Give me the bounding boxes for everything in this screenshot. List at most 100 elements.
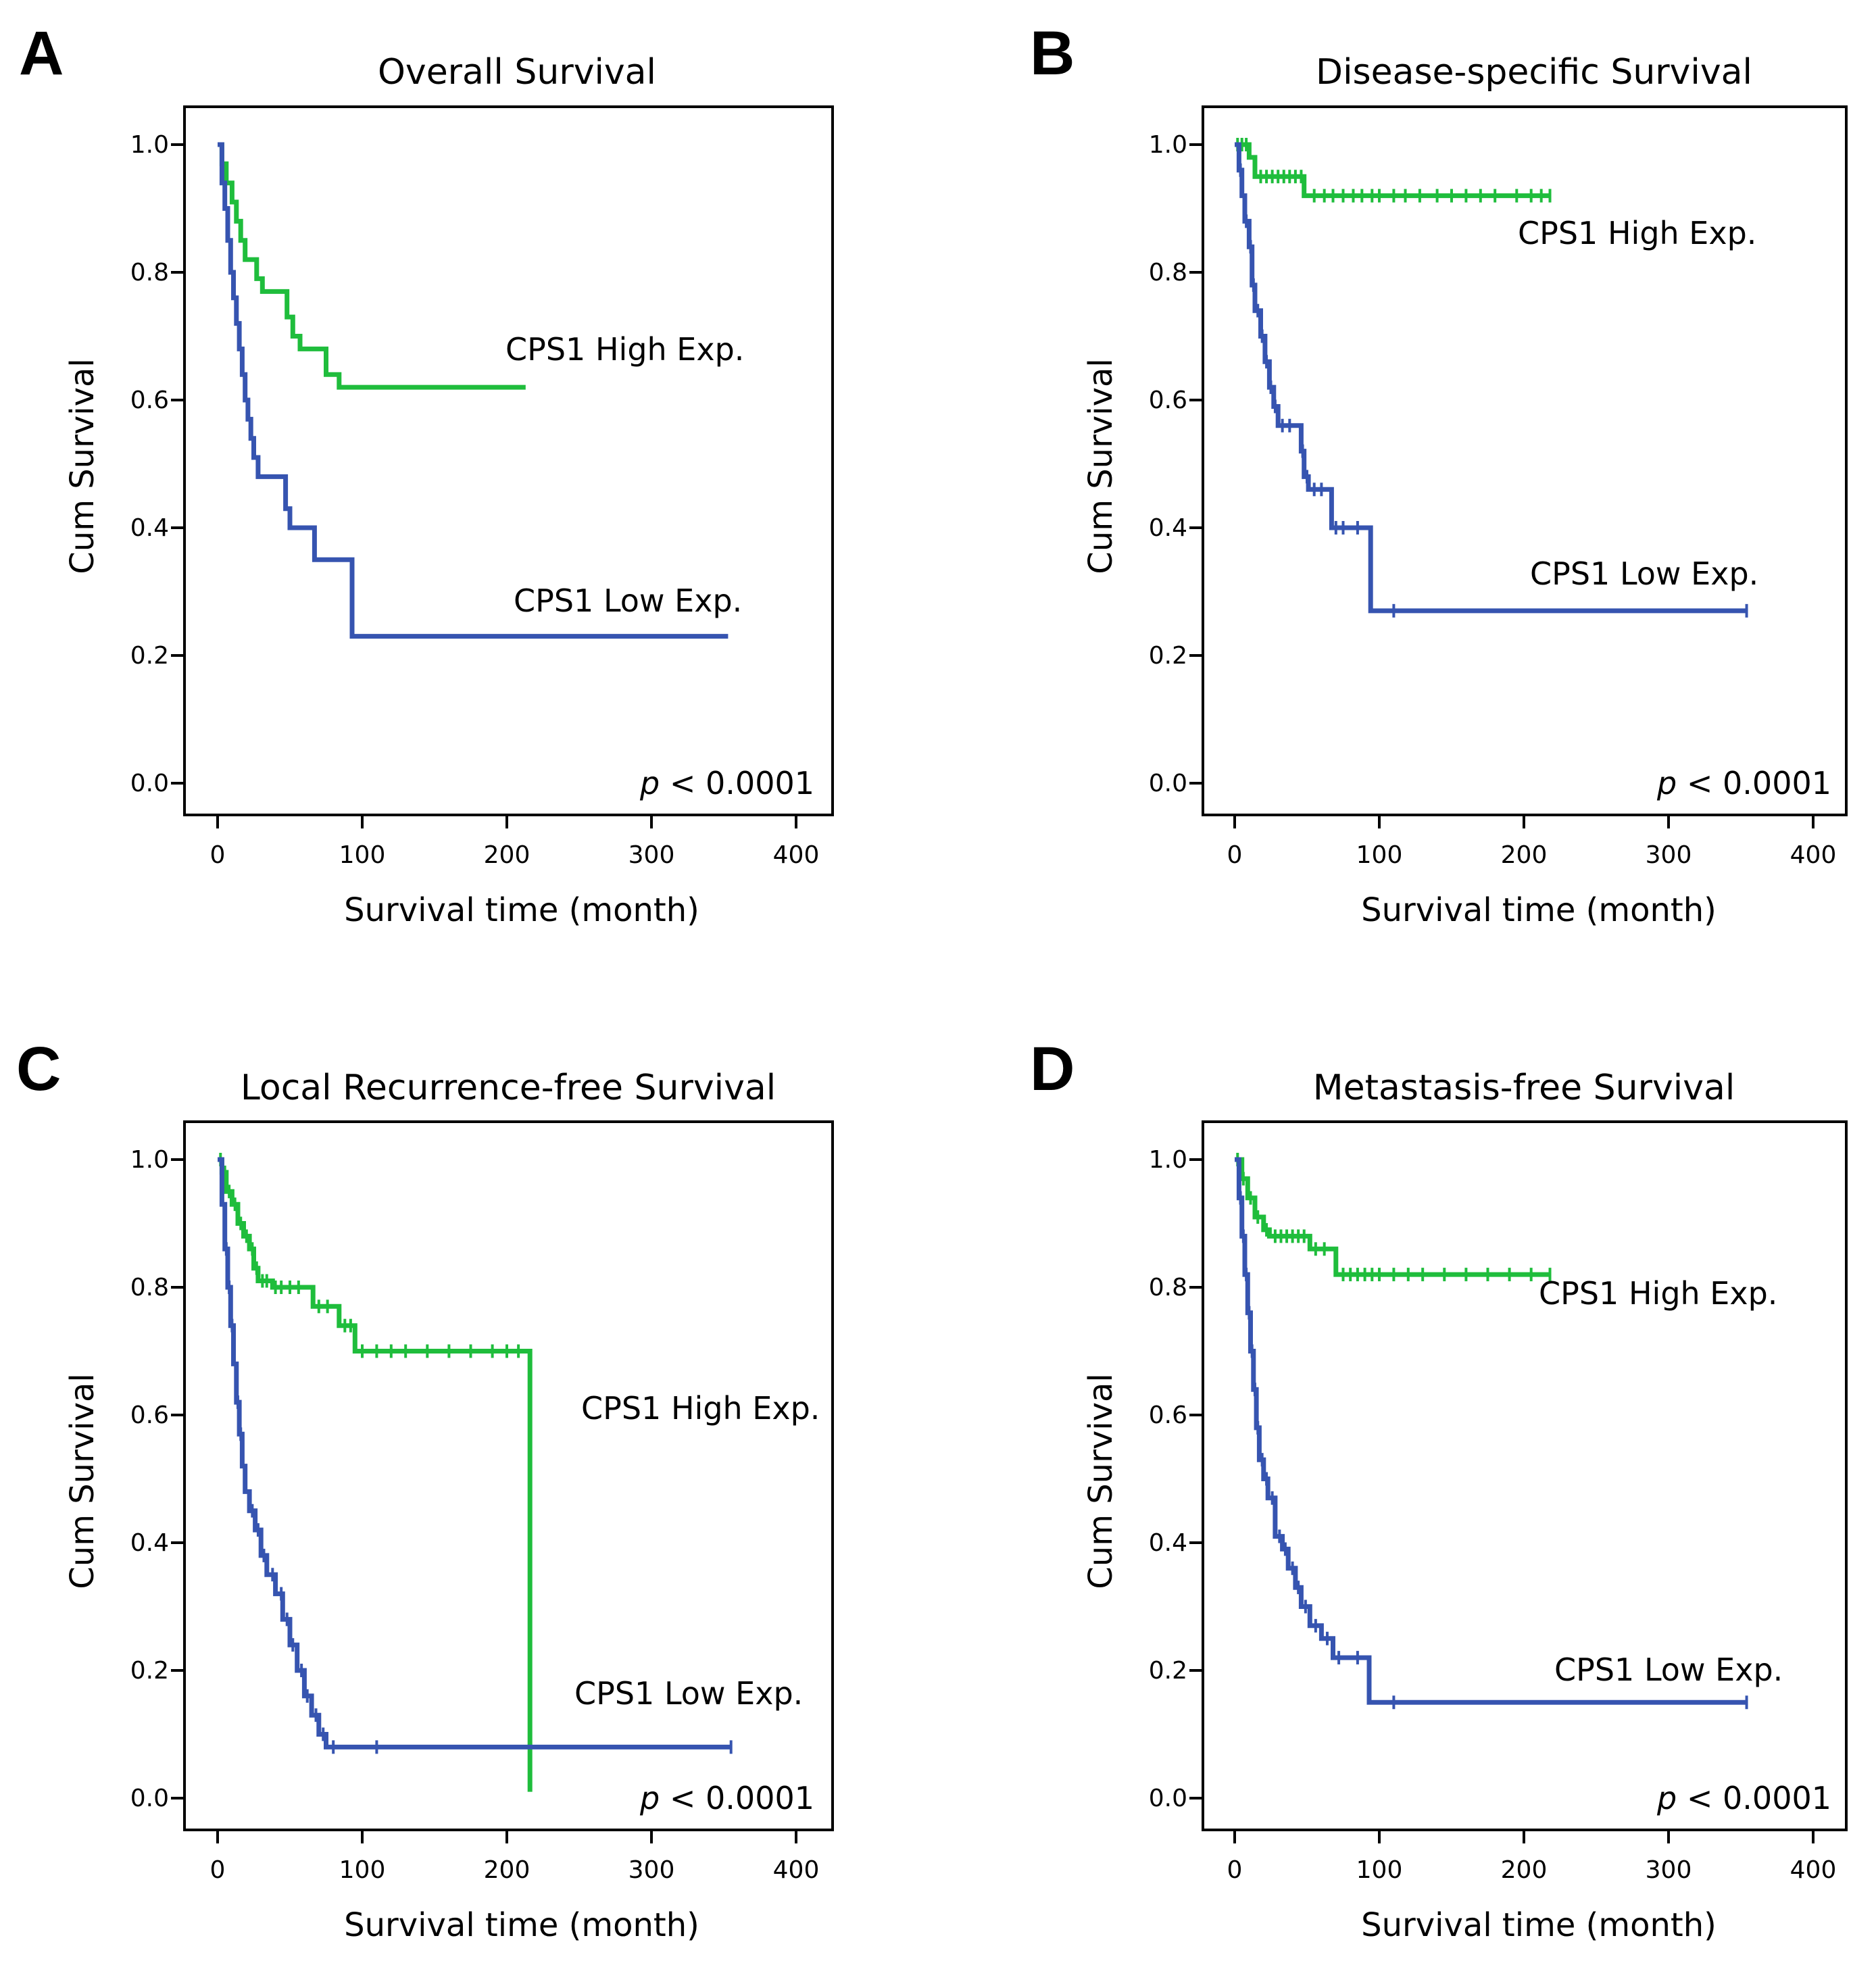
x-axis-label: Survival time (month) xyxy=(1361,1906,1717,1944)
p-value-label: p < 0.0001 xyxy=(639,1780,814,1816)
x-tick-labels: 0 100 200 300 400 xyxy=(1227,841,1837,869)
series-label-high: CPS1 High Exp. xyxy=(505,331,744,368)
axis-ticks xyxy=(171,1158,797,1843)
p-value-text: < 0.0001 xyxy=(1677,765,1831,801)
survival-curve-high xyxy=(1235,1157,1550,1277)
panel-d: D Metastasis-free Survival 0.0 0.2 0.4 0… xyxy=(1030,1035,1848,1944)
y-axis-label: Cum Survival xyxy=(1082,358,1120,574)
y-tick-label: 0.4 xyxy=(1149,514,1187,542)
x-tick-label: 300 xyxy=(1646,841,1692,869)
panel-b: B Disease-specific Survival 0.0 0.2 0.4 … xyxy=(1030,19,1848,929)
y-tick-label: 0.2 xyxy=(1149,1657,1187,1685)
axis-ticks xyxy=(1189,1158,1815,1843)
x-tick-label: 0 xyxy=(210,1856,226,1884)
x-tick-label: 200 xyxy=(484,1856,530,1884)
panel-letter: A xyxy=(19,19,64,88)
y-axis-label: Cum Survival xyxy=(1082,1373,1120,1589)
y-tick-labels: 0.0 0.2 0.4 0.6 0.8 1.0 xyxy=(1149,1146,1187,1812)
x-tick-label: 400 xyxy=(773,1856,820,1884)
x-tick-labels: 0 100 200 300 400 xyxy=(210,841,820,869)
p-value-label: p < 0.0001 xyxy=(1656,1780,1831,1816)
x-tick-label: 400 xyxy=(773,841,820,869)
chart-title: Disease-specific Survival xyxy=(1316,52,1752,93)
x-axis-label: Survival time (month) xyxy=(1361,891,1717,929)
y-tick-label: 0.6 xyxy=(130,1401,169,1429)
survival-curve-low xyxy=(218,142,729,639)
x-tick-label: 300 xyxy=(628,841,675,869)
x-tick-labels: 0 100 200 300 400 xyxy=(210,1856,820,1884)
survival-curve-high xyxy=(218,142,526,390)
y-axis-label: Cum Survival xyxy=(64,1373,101,1589)
y-tick-labels: 0.0 0.2 0.4 0.6 0.8 1.0 xyxy=(1149,131,1187,797)
p-value-text: < 0.0001 xyxy=(1677,1780,1831,1816)
x-tick-label: 0 xyxy=(210,841,226,869)
p-value-text: < 0.0001 xyxy=(660,765,814,801)
x-tick-label: 400 xyxy=(1790,841,1837,869)
y-tick-label: 0.4 xyxy=(130,1529,169,1557)
x-tick-label: 200 xyxy=(484,841,530,869)
series-label-high: CPS1 High Exp. xyxy=(1539,1275,1777,1312)
panel-a: A Overall Survival 0.0 0.2 0.4 0.6 0.8 1… xyxy=(19,19,834,929)
chart-title: Overall Survival xyxy=(378,52,656,93)
series-label-high: CPS1 High Exp. xyxy=(1518,215,1756,251)
x-tick-label: 400 xyxy=(1790,1856,1837,1884)
panel-c: C Local Recurrence-free Survival 0.0 0.2… xyxy=(16,1035,834,1944)
axis-ticks xyxy=(1189,143,1815,828)
y-tick-labels: 0.0 0.2 0.4 0.6 0.8 1.0 xyxy=(130,131,169,797)
y-tick-label: 0.6 xyxy=(130,387,169,414)
series-label-low: CPS1 Low Exp. xyxy=(1530,555,1758,592)
series-layer xyxy=(218,1153,733,1792)
y-tick-label: 1.0 xyxy=(130,1146,169,1174)
x-tick-label: 100 xyxy=(339,841,386,869)
x-axis-label: Survival time (month) xyxy=(344,891,699,929)
x-tick-label: 300 xyxy=(628,1856,675,1884)
axis-ticks xyxy=(171,143,797,828)
x-axis-label: Survival time (month) xyxy=(344,1906,699,1944)
p-value-symbol: p xyxy=(639,765,660,801)
y-tick-label: 0.2 xyxy=(130,642,169,670)
y-tick-label: 0.8 xyxy=(1149,259,1187,287)
series-label-high: CPS1 High Exp. xyxy=(581,1390,820,1426)
x-tick-label: 0 xyxy=(1227,1856,1243,1884)
plot-frame xyxy=(183,105,834,816)
y-tick-label: 0.0 xyxy=(1149,770,1187,797)
y-tick-label: 0.0 xyxy=(130,1785,169,1812)
p-value-symbol: p xyxy=(1656,1780,1677,1816)
series-label-low: CPS1 Low Exp. xyxy=(574,1675,803,1712)
y-tick-label: 0.4 xyxy=(130,514,169,542)
plot-frame xyxy=(183,1120,834,1831)
y-tick-label: 1.0 xyxy=(1149,1146,1187,1174)
survival-curve-high xyxy=(1235,142,1550,199)
x-tick-label: 200 xyxy=(1501,1856,1548,1884)
plot-frame xyxy=(1202,1120,1848,1831)
y-tick-label: 0.0 xyxy=(1149,1785,1187,1812)
x-tick-label: 300 xyxy=(1646,1856,1692,1884)
p-value-label: p < 0.0001 xyxy=(1656,765,1831,801)
y-tick-labels: 0.0 0.2 0.4 0.6 0.8 1.0 xyxy=(130,1146,169,1812)
x-tick-label: 100 xyxy=(1356,841,1403,869)
series-label-low: CPS1 Low Exp. xyxy=(514,582,742,619)
x-tick-labels: 0 100 200 300 400 xyxy=(1227,1856,1837,1884)
y-tick-label: 0.6 xyxy=(1149,387,1187,414)
p-value-symbol: p xyxy=(1656,765,1677,801)
y-tick-label: 0.0 xyxy=(130,770,169,797)
y-tick-label: 0.2 xyxy=(1149,642,1187,670)
chart-title: Local Recurrence-free Survival xyxy=(241,1068,776,1108)
y-tick-label: 0.4 xyxy=(1149,1529,1187,1557)
chart-title: Metastasis-free Survival xyxy=(1313,1068,1735,1108)
x-tick-label: 100 xyxy=(339,1856,386,1884)
y-tick-label: 1.0 xyxy=(1149,131,1187,159)
y-axis-label: Cum Survival xyxy=(64,358,101,574)
survival-curve-high xyxy=(218,1157,533,1792)
y-tick-label: 0.8 xyxy=(130,1274,169,1301)
series-layer xyxy=(1235,1153,1748,1710)
series-label-low: CPS1 Low Exp. xyxy=(1554,1652,1783,1688)
p-value-label: p < 0.0001 xyxy=(639,765,814,801)
y-tick-label: 1.0 xyxy=(130,131,169,159)
x-tick-label: 100 xyxy=(1356,1856,1403,1884)
panel-letter: C xyxy=(16,1035,61,1103)
p-value-symbol: p xyxy=(639,1780,660,1816)
x-tick-label: 200 xyxy=(1501,841,1548,869)
y-tick-label: 0.6 xyxy=(1149,1401,1187,1429)
